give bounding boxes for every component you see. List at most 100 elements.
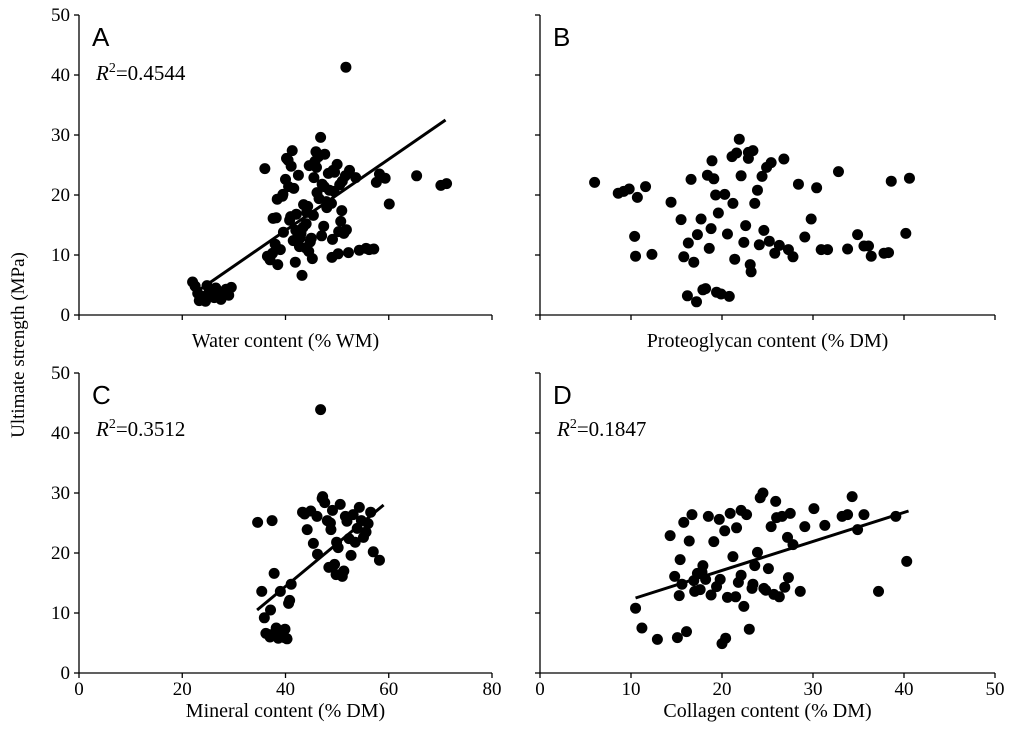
y-tick-label-a: 10	[51, 245, 70, 266]
data-point-b	[703, 242, 715, 254]
data-point-d	[708, 536, 720, 548]
data-point-d	[669, 570, 681, 582]
data-point-a	[342, 247, 354, 259]
y-axis-label: Ultimate strength (MPa)	[8, 252, 29, 438]
data-point-a	[292, 169, 304, 181]
data-point-c	[301, 524, 313, 536]
data-point-a	[259, 163, 271, 175]
data-point-c	[347, 509, 359, 521]
data-point-b	[787, 251, 799, 263]
panel-a: 0 10 20 30 40 50 Water content (% WM) A R2=0.454…	[51, 5, 493, 352]
data-point-b	[773, 239, 785, 251]
data-point-a	[315, 131, 327, 143]
x-axis-title-b: Proteoglycan content (% DM)	[647, 330, 889, 352]
data-point-d	[673, 590, 685, 602]
data-point-b	[740, 220, 752, 232]
data-point-a	[286, 145, 298, 157]
data-point-a	[217, 287, 229, 299]
data-point-c	[349, 536, 361, 548]
data-point-a	[289, 256, 301, 268]
data-point-a	[370, 176, 382, 188]
data-point-d	[721, 591, 733, 603]
regression-line-d	[635, 509, 910, 600]
data-point-b	[729, 253, 741, 265]
y-tick-label-c: 40	[51, 423, 70, 444]
data-point-b	[832, 166, 844, 178]
data-point-b	[738, 236, 750, 248]
y-tick-label-a: 0	[61, 305, 71, 326]
data-point-b	[852, 229, 864, 241]
data-point-b	[883, 247, 895, 259]
data-point-a	[340, 61, 352, 73]
data-point-a	[208, 292, 220, 304]
data-point-a	[272, 259, 284, 271]
data-point-c	[315, 404, 327, 416]
data-point-d	[773, 591, 785, 603]
data-point-b	[842, 243, 854, 255]
data-point-d	[719, 525, 731, 537]
data-point-b	[688, 256, 700, 268]
data-point-c	[316, 492, 328, 504]
data-point-b	[822, 244, 834, 256]
data-point-c	[278, 632, 290, 644]
x-tick-label-d: 50	[986, 679, 1005, 700]
y-tick-label-c: 10	[51, 603, 70, 624]
data-point-b	[751, 184, 763, 196]
data-point-a	[267, 212, 279, 224]
data-point-b	[885, 175, 897, 187]
x-tick-label-c: 20	[173, 679, 192, 700]
data-point-d	[705, 589, 717, 601]
data-point-b	[811, 182, 823, 194]
y-tick-label-c: 50	[51, 363, 70, 384]
x-tick-label-c: 80	[483, 679, 502, 700]
panel-letter-d: D	[553, 380, 572, 410]
data-point-b	[705, 223, 717, 235]
data-point-b	[678, 251, 690, 263]
data-point-c	[307, 537, 319, 549]
data-point-d	[735, 569, 747, 581]
regression-line-a	[196, 118, 447, 293]
x-tick-label-c: 0	[74, 679, 84, 700]
panel-letter-b: B	[553, 22, 570, 52]
data-point-d	[686, 509, 698, 521]
data-point-b	[589, 176, 601, 188]
data-point-b	[721, 228, 733, 240]
data-point-b	[727, 197, 739, 209]
data-point-d	[782, 572, 794, 584]
data-point-c	[367, 546, 379, 558]
y-tick-label-a: 20	[51, 185, 70, 206]
data-point-b	[863, 240, 875, 252]
data-point-a	[333, 226, 345, 238]
panel-letter-a: A	[92, 22, 110, 52]
data-point-d	[651, 633, 663, 645]
data-point-c	[256, 585, 268, 597]
data-point-b	[665, 196, 677, 208]
data-point-d	[784, 507, 796, 519]
data-point-a	[316, 178, 328, 190]
data-point-d	[758, 582, 770, 594]
data-point-d	[724, 507, 736, 519]
data-point-b	[756, 170, 768, 182]
data-point-b	[865, 250, 877, 262]
data-point-b	[708, 173, 720, 185]
data-point-d	[636, 622, 648, 634]
data-point-a	[225, 281, 237, 293]
data-point-d	[794, 585, 806, 597]
data-point-b	[640, 181, 652, 193]
data-point-d	[779, 581, 791, 593]
data-point-d	[901, 555, 913, 567]
data-point-a	[326, 233, 338, 245]
y-tick-label-c: 20	[51, 543, 70, 564]
panel-c: 0 10 20 30 40 50 0 20 40 60 80 Mineral content (% D…	[51, 363, 502, 722]
data-point-b	[900, 227, 912, 239]
data-point-b	[792, 178, 804, 190]
data-point-c	[270, 626, 282, 638]
data-point-d	[808, 503, 820, 515]
data-point-d	[747, 578, 759, 590]
data-point-a	[327, 164, 339, 176]
x-tick-label-d: 10	[622, 679, 641, 700]
data-point-b	[695, 213, 707, 225]
panel-d: 0 10 20 30 40 50 Collagen content (% DM) D R2=0.…	[535, 372, 1005, 722]
data-point-d	[743, 623, 755, 635]
